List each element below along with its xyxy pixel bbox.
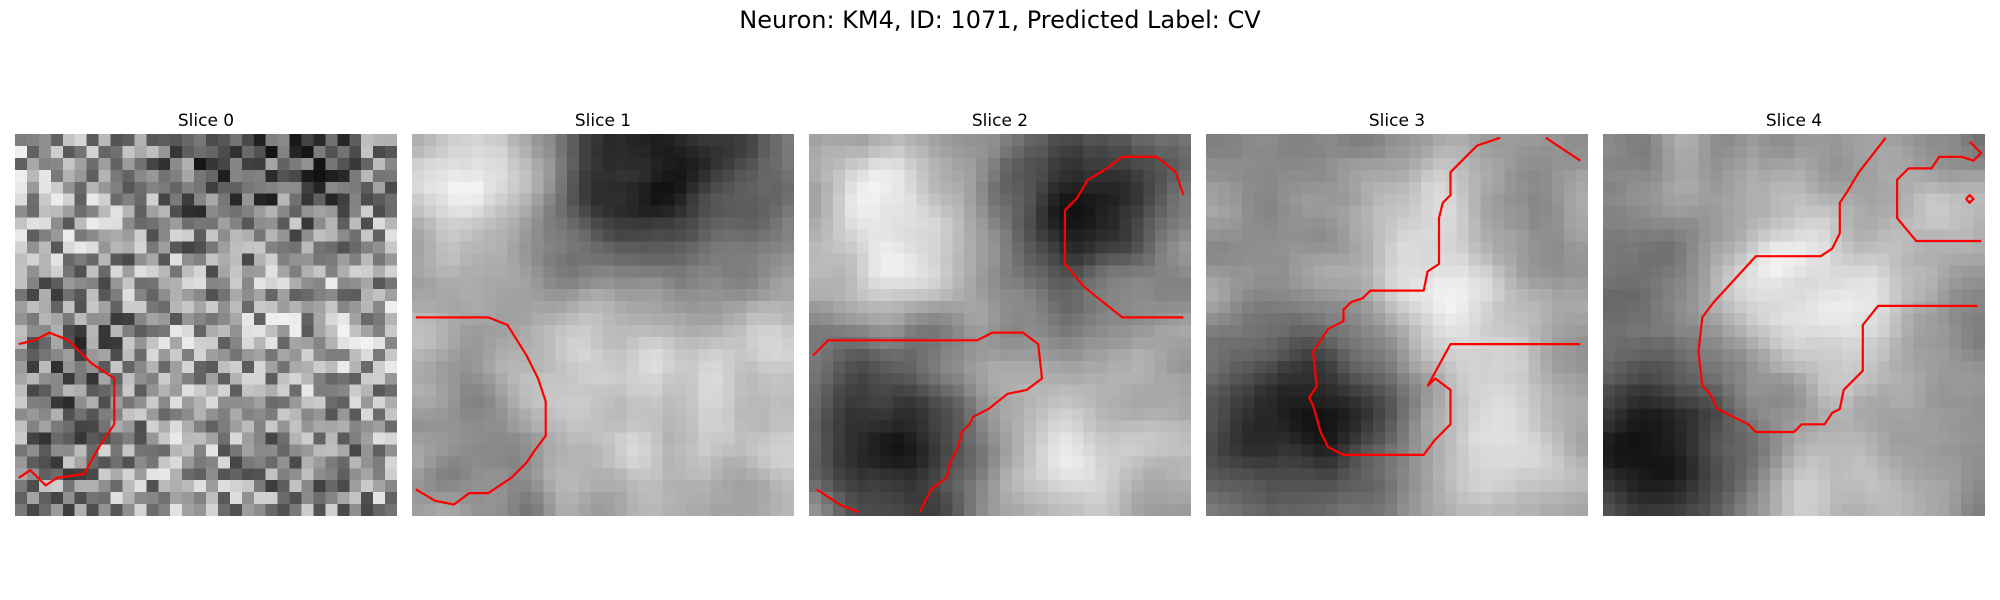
slice-title: Slice 1: [574, 111, 632, 131]
slice-image-canvas: [412, 134, 794, 516]
slice-title: Slice 3: [1368, 111, 1426, 131]
figure-title: Neuron: KM4, ID: 1071, Predicted Label: …: [739, 6, 1261, 34]
contour-line-2: [1965, 193, 1975, 204]
contour-line-1: [1307, 136, 1501, 456]
slice-image: [1206, 134, 1588, 516]
slice-image-canvas: [1603, 134, 1985, 516]
slice-image-canvas: [15, 134, 397, 516]
contour-line-2: [1545, 136, 1582, 162]
slice-title: Slice 4: [1765, 111, 1823, 131]
slice-panel-2: Slice 2: [809, 108, 1191, 516]
contour-line-1: [1896, 140, 1983, 243]
slice-image-canvas: [809, 134, 1191, 516]
slice-image-canvas: [1206, 134, 1588, 516]
slice-image: [1603, 134, 1985, 516]
contour-line-0: [1426, 343, 1581, 387]
slice-title: Slice 2: [971, 111, 1029, 131]
slice-image: [15, 134, 397, 516]
contour-line-0: [1697, 137, 1978, 434]
slice-image: [809, 134, 1191, 516]
contour-line-0: [415, 316, 547, 506]
contour-line-0: [18, 331, 116, 487]
contour-line-2: [815, 488, 860, 514]
slice-title: Slice 0: [177, 111, 235, 131]
contour-line-0: [812, 331, 1044, 513]
slice-panel-1: Slice 1: [412, 108, 794, 516]
slice-panel-0: Slice 0: [15, 108, 397, 516]
slice-panel-4: Slice 4: [1603, 108, 1985, 516]
contour-line-1: [1063, 155, 1185, 319]
slice-panel-3: Slice 3: [1206, 108, 1588, 516]
slice-image: [412, 134, 794, 516]
